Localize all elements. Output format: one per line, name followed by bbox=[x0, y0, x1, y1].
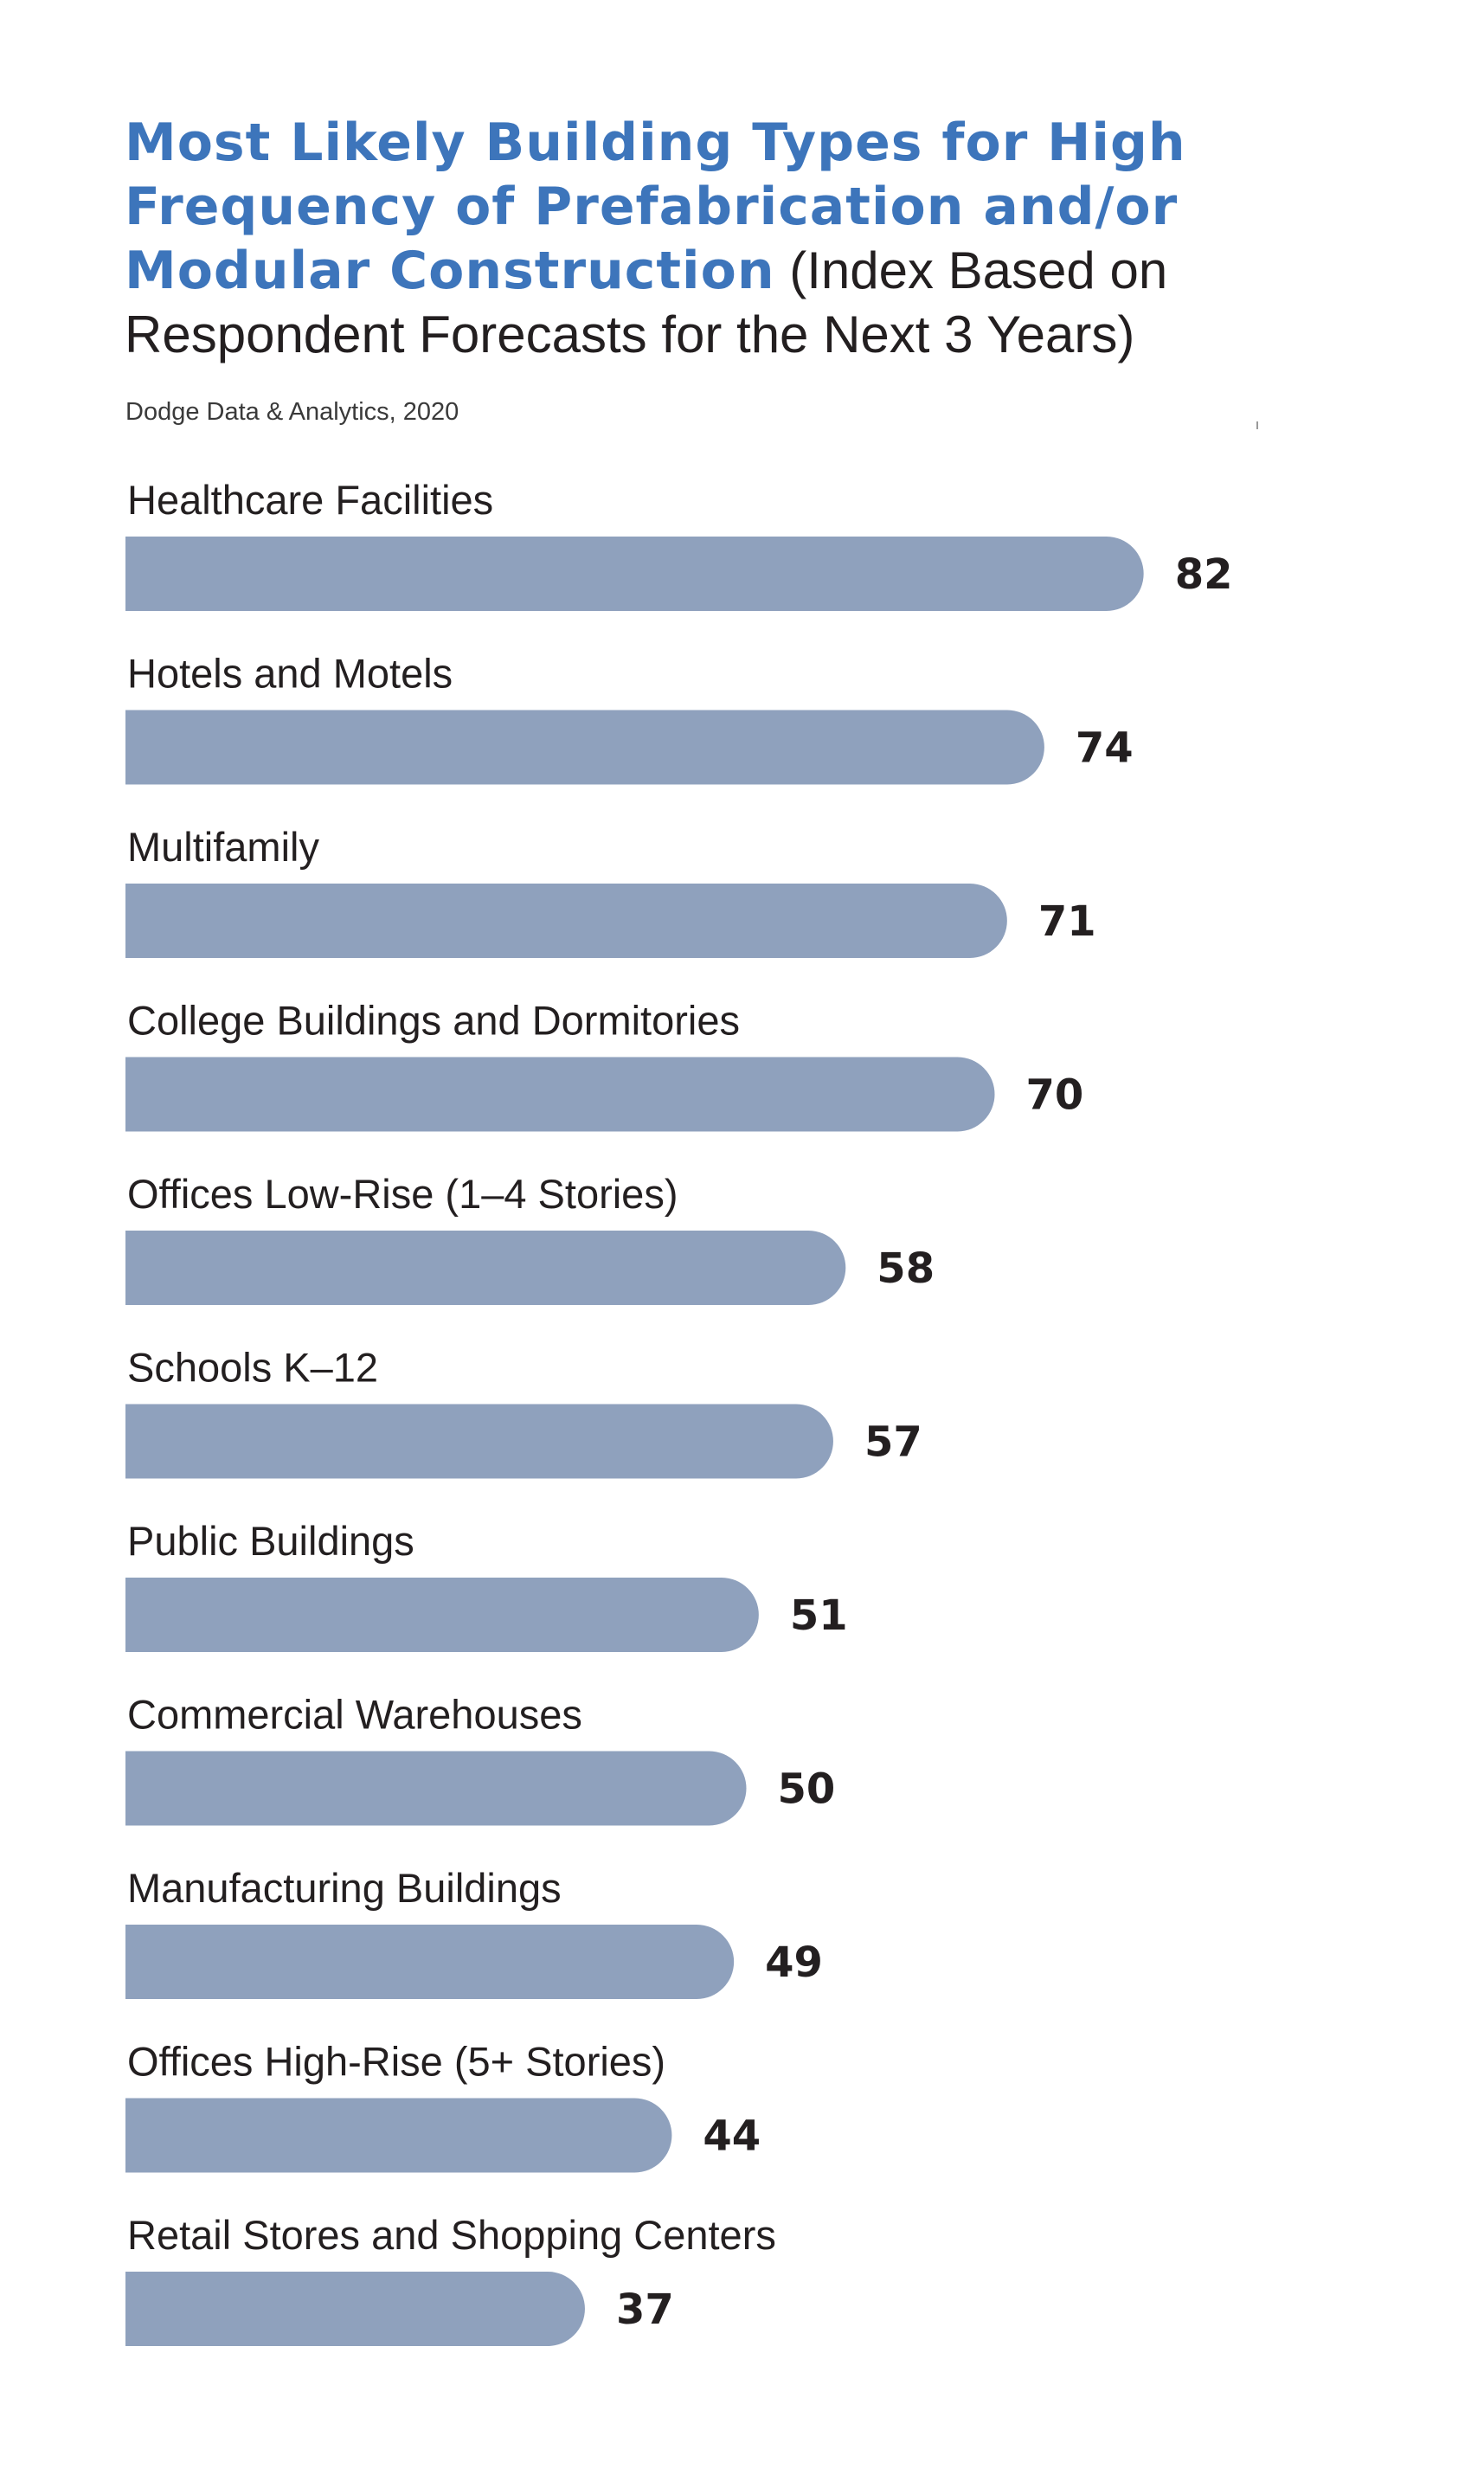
value-label: 70 bbox=[1026, 1071, 1084, 1120]
value-label: 58 bbox=[877, 1244, 935, 1293]
category-label: Offices High-Rise (5+ Stories) bbox=[127, 2039, 665, 2085]
source-note: Dodge Data & Analytics, 2020 bbox=[125, 398, 459, 426]
category-label: Healthcare Facilities bbox=[127, 477, 493, 523]
category-label: Multifamily bbox=[127, 824, 319, 870]
bar bbox=[125, 2098, 672, 2173]
chart-title-bold: Most Likely Building Types for High Freq… bbox=[125, 113, 1186, 301]
category-label: Offices Low-Rise (1–4 Stories) bbox=[127, 1171, 678, 1217]
value-label: 71 bbox=[1038, 897, 1096, 946]
bar bbox=[125, 1231, 846, 1305]
category-label: Schools K–12 bbox=[127, 1345, 378, 1391]
bar bbox=[125, 1057, 995, 1132]
value-label: 49 bbox=[765, 1938, 823, 1987]
bar bbox=[125, 2272, 585, 2346]
value-label: 37 bbox=[616, 2285, 674, 2334]
value-label: 74 bbox=[1076, 724, 1134, 773]
value-label: 82 bbox=[1175, 550, 1233, 599]
category-label: Manufacturing Buildings bbox=[127, 1865, 562, 1911]
value-label: 51 bbox=[790, 1591, 848, 1640]
category-label: Public Buildings bbox=[127, 1518, 414, 1564]
category-label: Commercial Warehouses bbox=[127, 1692, 582, 1738]
bar bbox=[125, 1925, 735, 1999]
bar bbox=[125, 710, 1044, 785]
decorative-tick bbox=[1256, 421, 1258, 429]
value-label: 50 bbox=[778, 1765, 836, 1814]
category-label: College Buildings and Dormitories bbox=[127, 998, 740, 1044]
chart-title-subtitle: (Index Based on Respondent Forecasts for… bbox=[125, 241, 1168, 363]
bar bbox=[125, 537, 1144, 611]
bar bbox=[125, 1578, 759, 1652]
bar bbox=[125, 1751, 747, 1826]
bar bbox=[125, 884, 1007, 958]
value-label: 57 bbox=[864, 1418, 922, 1467]
category-label: Retail Stores and Shopping Centers bbox=[127, 2212, 776, 2258]
category-label: Hotels and Motels bbox=[127, 651, 453, 697]
value-label: 44 bbox=[703, 2112, 761, 2161]
bar bbox=[125, 1404, 833, 1479]
chart-title: Most Likely Building Types for High Freq… bbox=[125, 111, 1405, 366]
